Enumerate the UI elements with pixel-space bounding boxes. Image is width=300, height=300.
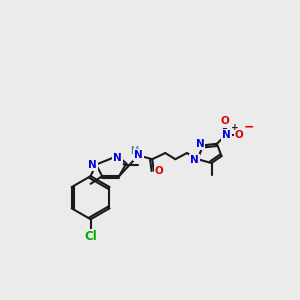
Text: −: − [244,121,254,134]
Text: O: O [235,130,244,140]
Text: N: N [190,155,199,165]
Text: N: N [88,160,97,170]
Text: O: O [220,116,229,127]
Text: N: N [196,139,204,149]
Text: O: O [155,166,164,176]
Text: N: N [134,150,143,160]
Text: +: + [231,123,239,132]
Text: Cl: Cl [84,230,97,244]
Text: N: N [222,130,230,140]
Text: H: H [130,146,138,156]
Text: N: N [113,153,122,164]
